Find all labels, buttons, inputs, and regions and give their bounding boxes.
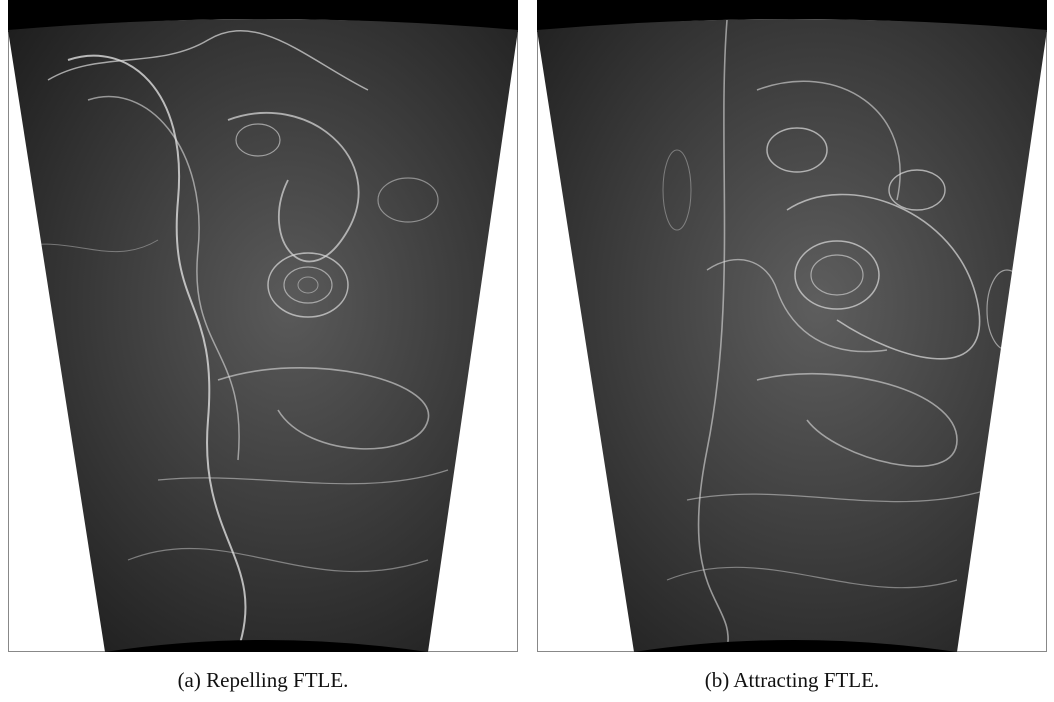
caption: (b) Attracting FTLE.	[537, 668, 1047, 693]
ftle-image	[8, 0, 518, 652]
figure-panel	[8, 0, 518, 652]
ftle-image	[537, 0, 1047, 652]
caption: (a) Repelling FTLE.	[8, 668, 518, 693]
page: (a) Repelling FTLE. (b) Attracting FTLE.…	[0, 0, 1054, 702]
figure-panel	[537, 0, 1047, 652]
